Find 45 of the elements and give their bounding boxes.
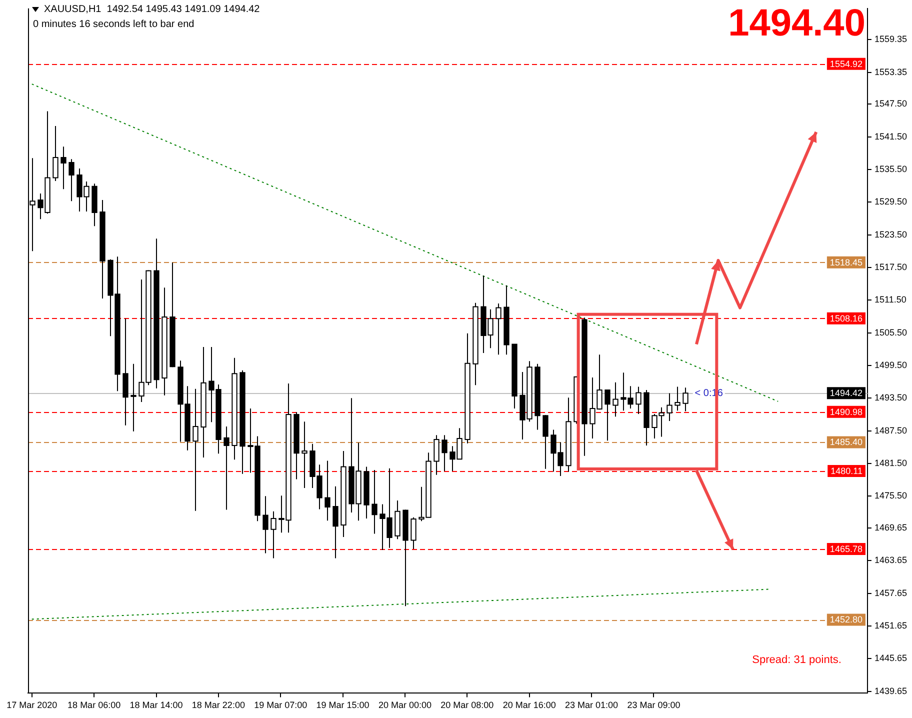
y-tick-label: 1511.50	[874, 294, 906, 305]
y-tick-label: 1541.50	[874, 131, 908, 142]
y-tick-label: 1553.35	[874, 66, 908, 77]
y-tick-label: 1475.50	[874, 490, 908, 501]
y-tick-label: 1517.50	[874, 262, 908, 272]
annotation: Spread: 31 points.	[752, 654, 842, 666]
ref-line-label: 1465.78	[830, 544, 862, 554]
y-tick-label: 1493.50	[874, 392, 908, 403]
y-tick-label: 1439.65	[874, 686, 908, 696]
y-tick-label: 1559.35	[874, 34, 908, 44]
x-tick-label: 18 Mar 14:00	[130, 700, 183, 710]
annotation: 1494.40	[728, 2, 866, 44]
ref-line-label: 1494.42	[830, 388, 862, 398]
x-tick-label: 23 Mar 09:00	[627, 700, 680, 710]
x-tick-label: 19 Mar 07:00	[254, 700, 308, 710]
y-tick-label: 1499.50	[874, 360, 908, 370]
y-tick-label: 1547.50	[874, 98, 908, 109]
chart-title: XAUUSD,H1 1492.54 1495.43 1491.09 1494.42	[44, 4, 260, 15]
annotation: 0 minutes 16 seconds left to bar end	[33, 18, 194, 30]
x-tick-label: 23 Mar 01:00	[565, 700, 618, 710]
x-tick-label: 19 Mar 15:00	[316, 700, 370, 710]
y-tick-label: 1457.65	[874, 588, 908, 598]
x-tick-label: 20 Mar 08:00	[440, 700, 494, 710]
y-tick-label: 1481.50	[874, 458, 908, 468]
x-tick-label: 17 Mar 2020	[6, 700, 58, 710]
y-tick-label: 1487.50	[874, 425, 908, 436]
ref-line-label: 1485.40	[830, 437, 862, 448]
ref-line-label: 1508.16	[830, 313, 862, 324]
y-tick-label: 1535.50	[874, 164, 908, 174]
ref-line-label: 1518.45	[830, 257, 862, 268]
ref-line-label: 1490.98	[830, 406, 862, 417]
y-tick-label: 1463.65	[874, 555, 908, 566]
ref-line-label: 1480.11	[830, 466, 862, 476]
y-tick-label: 1523.50	[874, 229, 908, 240]
ref-line-label: 1452.80	[830, 614, 862, 625]
x-tick-label: 18 Mar 06:00	[68, 700, 121, 710]
y-tick-label: 1469.65	[874, 522, 908, 532]
x-tick-label: 18 Mar 22:00	[192, 700, 245, 710]
x-tick-label: 20 Mar 00:00	[378, 700, 432, 710]
y-tick-label: 1451.65	[874, 620, 908, 630]
ref-line-label: 1554.92	[830, 58, 862, 69]
y-tick-label: 1445.65	[874, 653, 908, 664]
x-tick-label: 20 Mar 16:00	[502, 700, 556, 710]
y-tick-label: 1505.50	[874, 327, 908, 338]
y-tick-label: 1529.50	[874, 196, 908, 207]
